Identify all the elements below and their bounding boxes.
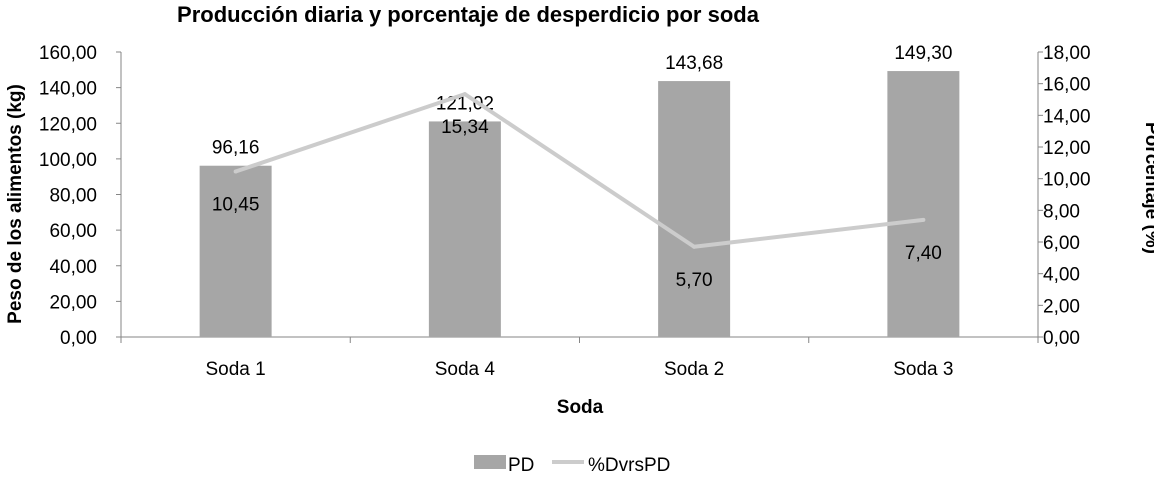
line-data-label: 10,45	[212, 195, 260, 216]
bar-data-label: 96,16	[212, 138, 260, 159]
bar-data-label: 143,68	[665, 53, 723, 74]
legend: PD %DvrsPD	[474, 455, 670, 476]
y2-tick-label: 12,00	[1043, 138, 1091, 159]
line-series	[234, 92, 924, 249]
y-tick-label: 20,00	[49, 292, 97, 313]
x-tick-label: Soda 1	[206, 359, 266, 380]
bar-data-label: 149,30	[894, 43, 952, 64]
y2-tick-label: 6,00	[1043, 233, 1080, 254]
bar	[199, 165, 272, 337]
x-tick-label: Soda 3	[893, 359, 953, 380]
y-tick-label: 140,00	[39, 79, 97, 100]
line-point	[462, 92, 467, 97]
y2-tick-label: 18,00	[1043, 43, 1091, 64]
x-axis-title: Soda	[557, 397, 604, 418]
y2-tick-label: 0,00	[1043, 328, 1080, 349]
bar	[658, 81, 731, 337]
y2-tick-label: 10,00	[1043, 170, 1091, 191]
y-tick-label: 60,00	[49, 221, 97, 242]
line-point	[233, 169, 238, 174]
legend-label-dvrspd: %DvrsPD	[588, 455, 670, 474]
y-tick-label: 100,00	[39, 150, 97, 171]
y2-tick-label: 4,00	[1043, 265, 1080, 286]
bar-data-label: 121,02	[436, 93, 494, 114]
y-tick-label: 160,00	[39, 43, 97, 64]
y2-tick-label: 14,00	[1043, 106, 1091, 127]
y-tick-label: 40,00	[49, 257, 97, 278]
y2-tick-label: 16,00	[1043, 75, 1091, 96]
y-tick-label: 120,00	[39, 114, 97, 135]
y2-axis-title: Porcentaje (%)	[1141, 122, 1154, 254]
line-point	[921, 217, 926, 222]
y2-tick-label: 8,00	[1043, 201, 1080, 222]
line-data-label: 5,70	[676, 270, 713, 291]
x-tick-label: Soda 2	[664, 359, 724, 380]
y2-tick-label: 2,00	[1043, 296, 1080, 317]
line-point	[692, 244, 697, 249]
bar	[428, 121, 501, 337]
line-data-label: 7,40	[905, 243, 942, 264]
y-tick-label: 80,00	[49, 186, 97, 207]
x-tick-label: Soda 4	[435, 359, 496, 380]
bar	[887, 71, 960, 337]
legend-label-pd: PD	[508, 455, 534, 474]
y-axis-title: Peso de los alimentos (kg)	[5, 84, 26, 324]
plot-area: 0,00 20,00 40,00 60,00 80,00 100,00 120,00 140,…	[39, 43, 1091, 380]
y-tick-label: 0,00	[60, 328, 97, 349]
legend-swatch-pd	[474, 455, 506, 469]
line-data-label: 15,34	[441, 117, 489, 138]
chart-title: Producción diaria y porcentaje de desper…	[177, 2, 760, 27]
